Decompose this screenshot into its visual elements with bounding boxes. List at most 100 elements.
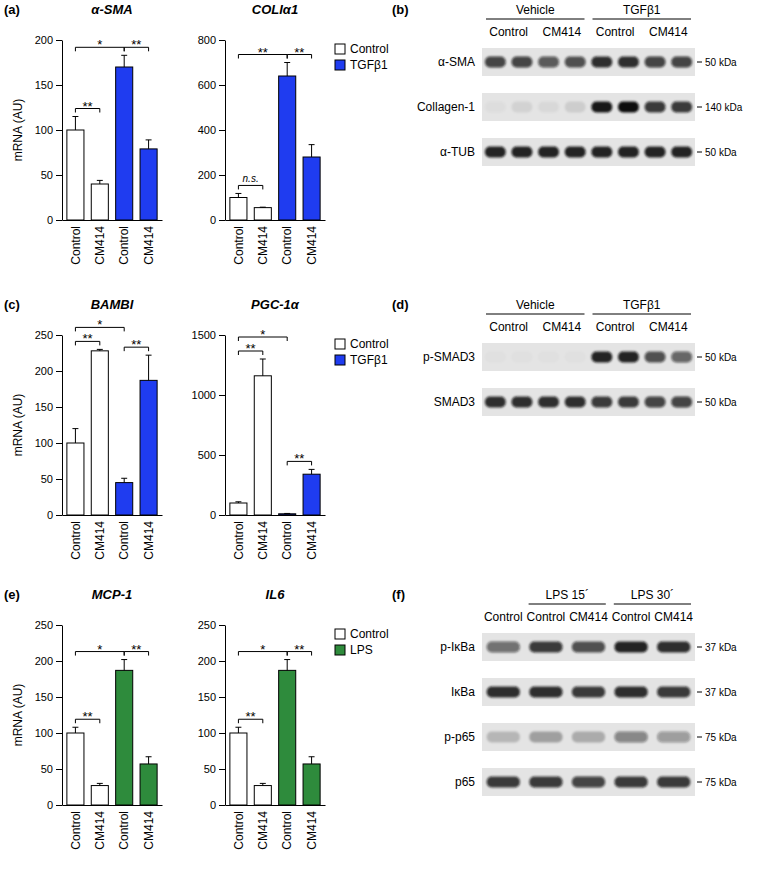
- y-tick-label: 800: [198, 34, 216, 46]
- x-tick-label: Control: [232, 521, 246, 560]
- bars: [230, 660, 320, 805]
- panel-label: (e): [4, 587, 20, 602]
- y-tick-mark: [56, 175, 62, 176]
- blot-band: [565, 147, 586, 158]
- x-tick: Control: [232, 220, 246, 265]
- error-bar: [309, 469, 315, 474]
- y-tick: 800: [198, 34, 225, 46]
- y-tick-mark: [56, 733, 62, 734]
- significance-label: *: [97, 37, 102, 52]
- y-tick-mark: [56, 697, 62, 698]
- lane-label: CM414: [543, 25, 582, 39]
- group-label: TGFβ1: [623, 3, 661, 17]
- y-tick: 500: [198, 449, 225, 461]
- y-tick: 250: [35, 329, 62, 341]
- y-tick: 150: [35, 79, 62, 91]
- error-bar: [97, 180, 103, 184]
- y-tick-label: 100: [198, 727, 216, 739]
- error-bar: [235, 727, 241, 733]
- y-tick-mark: [56, 443, 62, 444]
- y-tick-label: 1000: [192, 389, 216, 401]
- y-tick-label: 0: [210, 509, 216, 521]
- y-tick-mark: [56, 335, 62, 336]
- bar: [116, 483, 133, 515]
- x-axis-line: [63, 805, 163, 806]
- y-tick: 150: [35, 691, 62, 703]
- blot-band: [671, 57, 692, 68]
- panel-label: (b): [392, 2, 409, 17]
- blot-band: [645, 102, 666, 113]
- blot-band: [529, 732, 562, 743]
- y-tick-mark: [219, 805, 225, 806]
- y-tick: 600: [198, 79, 225, 91]
- y-axis: 050100150200250: [35, 329, 63, 521]
- blot-strip: [482, 678, 695, 706]
- y-tick: 0: [47, 214, 62, 226]
- bar: [230, 503, 247, 515]
- y-tick-label: 500: [198, 449, 216, 461]
- y-tick-mark: [56, 661, 62, 662]
- y-tick-mark: [56, 515, 62, 516]
- chart-title: BAMBI: [91, 297, 134, 312]
- y-tick-label: 0: [47, 509, 53, 521]
- x-tick: CM414: [93, 515, 107, 560]
- legend-label: Control: [350, 337, 389, 351]
- legend-label: TGFβ1: [350, 353, 388, 367]
- x-axis-line: [63, 220, 163, 221]
- error-bar: [72, 429, 78, 443]
- size-marker-tick: [697, 647, 702, 648]
- error-bar: [284, 660, 290, 671]
- y-tick: 200: [198, 169, 225, 181]
- y-tick-label: 50: [41, 169, 53, 181]
- significance-label: *: [260, 642, 265, 657]
- blot-band: [487, 642, 520, 653]
- row-label: IκBa: [451, 685, 475, 699]
- group-underline: [486, 19, 585, 20]
- blot-strip: [482, 633, 695, 661]
- y-axis: 050010001500: [192, 329, 226, 521]
- y-tick-label: 200: [35, 655, 53, 667]
- blot-band: [565, 397, 586, 408]
- size-marker-tick: [697, 62, 702, 63]
- blot-band: [657, 687, 690, 698]
- y-tick-mark: [219, 661, 225, 662]
- size-marker-tick: [697, 737, 702, 738]
- bar: [303, 157, 320, 220]
- x-tick-label: CM414: [93, 521, 107, 560]
- bar-chart: BAMBImRNA (AU)050100150200250ControlCM41…: [11, 297, 163, 560]
- x-tick-label: Control: [280, 521, 294, 560]
- x-tick-label: CM414: [93, 811, 107, 850]
- size-marker-tick: [697, 357, 702, 358]
- significance-label: n.s.: [243, 173, 259, 184]
- y-tick-label: 150: [35, 691, 53, 703]
- y-tick-label: 150: [35, 401, 53, 413]
- x-tick-label: Control: [69, 811, 83, 850]
- y-tick: 150: [198, 691, 225, 703]
- y-tick-label: 0: [210, 799, 216, 811]
- panel-label: (d): [392, 297, 409, 312]
- x-tick: CM414: [256, 220, 270, 265]
- x-tick-label: CM414: [256, 811, 270, 850]
- x-tick: Control: [69, 805, 83, 850]
- x-tick-label: CM414: [142, 521, 156, 560]
- chart-title: IL6: [266, 587, 286, 602]
- significance-label: **: [131, 337, 141, 352]
- lane-label: Control: [596, 320, 635, 334]
- y-tick-mark: [219, 220, 225, 221]
- lane-label: Control: [484, 610, 523, 624]
- blot-band: [591, 102, 612, 113]
- y-tick-label: 200: [198, 655, 216, 667]
- y-tick-mark: [219, 733, 225, 734]
- size-marker-label: 75 kDa: [705, 777, 737, 788]
- blot-band: [671, 102, 692, 113]
- x-tick-label: CM414: [142, 811, 156, 850]
- significance-label: **: [294, 451, 304, 466]
- x-axis-line: [226, 515, 326, 516]
- bar: [254, 208, 271, 220]
- error-bar: [97, 349, 103, 350]
- blot-band: [671, 397, 692, 408]
- blot-band: [591, 352, 612, 363]
- blot-band: [618, 102, 639, 113]
- y-tick-label: 50: [41, 763, 53, 775]
- significance-label: **: [294, 45, 304, 60]
